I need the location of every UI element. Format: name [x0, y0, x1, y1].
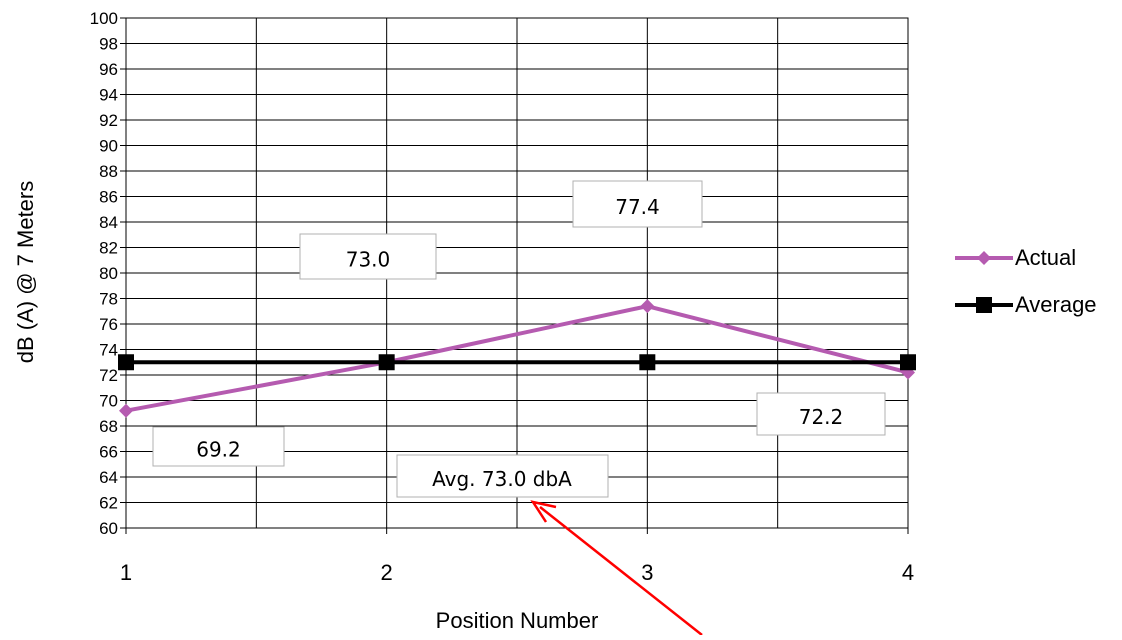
- legend-item-actual: Actual: [955, 245, 1076, 270]
- data-label: 72.2: [756, 392, 886, 436]
- data-label-text: 72.2: [799, 405, 844, 429]
- y-tick-label: 92: [99, 111, 118, 130]
- data-label-box: [572, 180, 703, 228]
- y-tick-label: 96: [99, 60, 118, 79]
- average-callout-box: [396, 454, 609, 498]
- y-tick-label: 100: [90, 9, 118, 28]
- series-line-actual: [125, 304, 909, 413]
- y-tick-label: 82: [99, 239, 118, 258]
- data-label-text: 73.0: [346, 248, 391, 272]
- y-tick-label: 66: [99, 443, 118, 462]
- annotation-arrow: [530, 500, 703, 636]
- y-tick-label: 62: [99, 494, 118, 513]
- arrow-shaft: [539, 506, 703, 636]
- legend: Actual Average: [955, 245, 1097, 317]
- data-point-actual: [640, 299, 655, 314]
- y-tick-label: 84: [99, 213, 118, 232]
- x-axis-title: Position Number: [436, 608, 599, 633]
- y-tick-label: 76: [99, 315, 118, 334]
- y-tick-label: 86: [99, 188, 118, 207]
- x-tick-label: 2: [381, 560, 393, 585]
- y-tick-label: 72: [99, 366, 118, 385]
- data-point-average: [378, 354, 395, 371]
- legend-average-marker: [976, 297, 992, 313]
- average-callout: Avg. 73.0 dbA: [396, 454, 609, 498]
- data-point-average: [118, 354, 134, 371]
- y-tick-label: 88: [99, 162, 118, 181]
- legend-item-average: Average: [955, 292, 1097, 317]
- axes: 60 62 64 66 68 70 72 74 76 78 80 82 84 86 88 90 92 94 96 98…: [90, 9, 915, 585]
- data-label: 69.2: [152, 426, 285, 467]
- series: [118, 299, 916, 418]
- data-label-text: 69.2: [196, 438, 241, 462]
- annotations: 69.2 73.0 77.4 72.2 Avg. 73.0 dbA: [152, 180, 886, 636]
- average-callout-text: Avg. 73.0 dbA: [432, 467, 572, 491]
- y-tick-label: 90: [99, 137, 118, 156]
- data-point-actual: [119, 403, 133, 418]
- data-label-box: [756, 392, 886, 436]
- x-tick-label: 4: [902, 560, 914, 585]
- data-label-box: [152, 426, 285, 467]
- y-tick-label: 98: [99, 35, 118, 54]
- y-tick-label: 94: [99, 86, 118, 105]
- y-axis-title: dB (A) @ 7 Meters: [13, 181, 38, 364]
- legend-actual-label: Actual: [1015, 245, 1076, 270]
- y-tick-label: 78: [99, 290, 118, 309]
- legend-average-label: Average: [1015, 292, 1097, 317]
- x-tick-label: 3: [641, 560, 653, 585]
- data-label: 73.0: [299, 233, 437, 280]
- data-label-box: [299, 233, 437, 280]
- arrow-head: [530, 500, 557, 523]
- data-point-average: [900, 354, 916, 371]
- data-label: 77.4: [572, 180, 703, 228]
- x-tick-label: 1: [120, 560, 132, 585]
- data-point-average: [639, 354, 656, 371]
- data-label-text: 77.4: [615, 195, 660, 219]
- y-tick-label: 60: [99, 519, 118, 538]
- y-tick-label: 80: [99, 264, 118, 283]
- y-tick-label: 64: [99, 468, 118, 487]
- y-tick-label: 70: [99, 392, 118, 411]
- y-tick-label: 74: [99, 341, 118, 360]
- legend-actual-marker: [977, 251, 991, 265]
- y-tick-label: 68: [99, 417, 118, 436]
